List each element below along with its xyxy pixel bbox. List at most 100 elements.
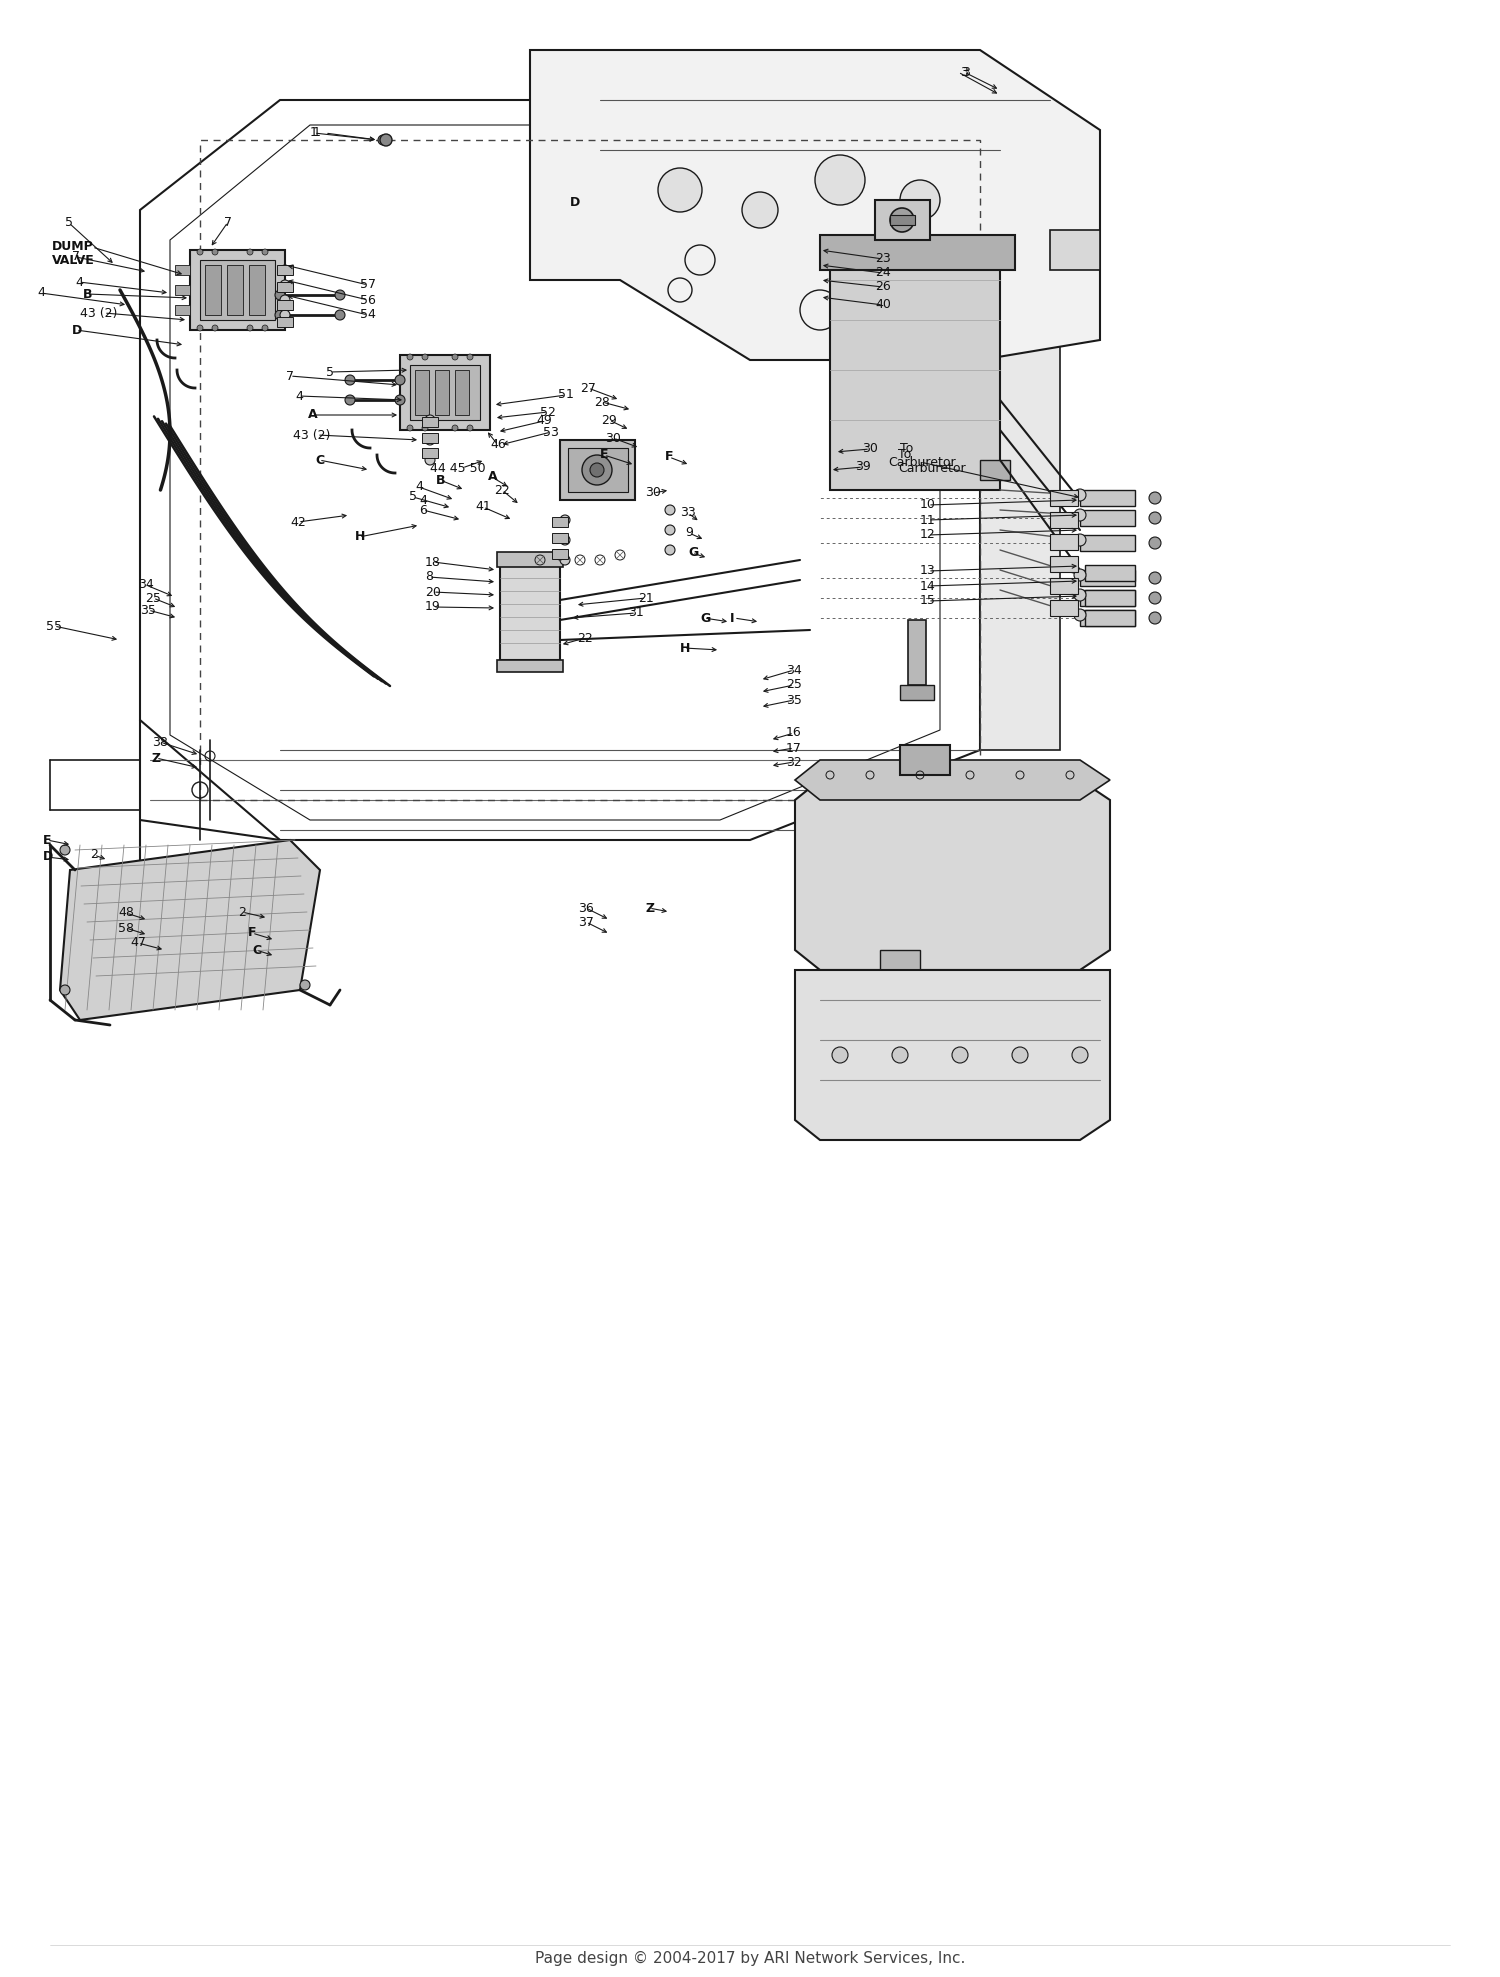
Bar — [1050, 490, 1078, 506]
Polygon shape — [795, 971, 1110, 1141]
Polygon shape — [795, 759, 1110, 801]
Text: G: G — [688, 546, 698, 559]
Circle shape — [582, 455, 612, 484]
Text: 17: 17 — [786, 741, 802, 755]
Text: 34: 34 — [138, 579, 153, 591]
Text: 53: 53 — [543, 425, 560, 439]
Circle shape — [1149, 512, 1161, 524]
Text: 20: 20 — [424, 585, 441, 599]
Circle shape — [815, 154, 866, 206]
Circle shape — [890, 208, 914, 231]
Text: D: D — [570, 196, 580, 208]
Text: 30: 30 — [862, 443, 877, 455]
Text: I: I — [730, 611, 735, 625]
Text: 3: 3 — [960, 65, 968, 79]
Text: 35: 35 — [786, 694, 802, 706]
Text: 7: 7 — [286, 370, 294, 382]
Text: 47: 47 — [130, 937, 146, 949]
Text: 33: 33 — [680, 506, 696, 520]
Circle shape — [394, 395, 405, 405]
Text: To: To — [898, 449, 910, 461]
Text: A: A — [308, 409, 318, 421]
Text: 43 (2): 43 (2) — [292, 429, 330, 441]
Text: 22: 22 — [494, 484, 510, 496]
Circle shape — [452, 354, 458, 360]
Circle shape — [406, 354, 412, 360]
Text: 12: 12 — [920, 528, 936, 542]
Text: H: H — [356, 530, 366, 544]
Circle shape — [1074, 508, 1086, 522]
Text: Carburetor: Carburetor — [888, 455, 956, 469]
Text: 57: 57 — [360, 279, 376, 291]
Bar — [1080, 611, 1136, 627]
Bar — [278, 265, 292, 275]
Circle shape — [248, 324, 254, 330]
Text: 5: 5 — [410, 490, 417, 504]
Bar — [1050, 577, 1078, 593]
Circle shape — [560, 556, 570, 565]
Text: 15: 15 — [920, 595, 936, 607]
Circle shape — [1149, 538, 1161, 550]
Text: 37: 37 — [578, 915, 594, 929]
Text: 29: 29 — [602, 413, 616, 427]
Text: D: D — [72, 324, 82, 336]
Bar — [176, 304, 190, 314]
Circle shape — [378, 134, 388, 144]
Text: 4: 4 — [416, 480, 423, 494]
Circle shape — [850, 261, 910, 320]
Bar — [880, 951, 920, 971]
Circle shape — [280, 310, 290, 320]
Text: 26: 26 — [874, 281, 891, 293]
Circle shape — [280, 295, 290, 304]
Text: 6: 6 — [419, 504, 428, 516]
Bar — [496, 660, 562, 672]
Text: 7: 7 — [224, 215, 232, 229]
Bar — [1080, 490, 1136, 506]
Text: 44 45 50: 44 45 50 — [430, 461, 486, 474]
Text: 25: 25 — [786, 678, 802, 692]
Text: 18: 18 — [424, 556, 441, 569]
Text: 31: 31 — [628, 607, 644, 619]
Bar — [176, 265, 190, 275]
Text: E: E — [44, 834, 51, 846]
Text: E: E — [600, 449, 609, 461]
Circle shape — [406, 425, 412, 431]
Bar — [552, 518, 568, 528]
Text: Page design © 2004-2017 by ARI Network Services, Inc.: Page design © 2004-2017 by ARI Network S… — [536, 1951, 964, 1965]
Bar — [1084, 565, 1136, 581]
Text: 58: 58 — [118, 921, 134, 935]
Circle shape — [742, 192, 778, 227]
Polygon shape — [795, 781, 1110, 971]
Bar — [1084, 611, 1136, 627]
Circle shape — [1074, 488, 1086, 500]
Text: 13: 13 — [920, 565, 936, 577]
Text: 25: 25 — [146, 591, 160, 605]
Circle shape — [664, 546, 675, 556]
Text: 4: 4 — [38, 287, 45, 299]
Text: 11: 11 — [920, 514, 936, 526]
Text: B: B — [436, 474, 445, 486]
Circle shape — [560, 536, 570, 546]
Bar — [1080, 536, 1136, 552]
Text: 35: 35 — [140, 603, 156, 617]
Text: 51: 51 — [558, 389, 574, 401]
Bar — [1084, 589, 1136, 607]
Circle shape — [590, 463, 604, 476]
Text: 34: 34 — [786, 664, 801, 676]
Bar — [552, 550, 568, 559]
Bar — [874, 200, 930, 239]
Text: 38: 38 — [152, 735, 168, 749]
Text: 24: 24 — [874, 267, 891, 279]
Circle shape — [334, 310, 345, 320]
Circle shape — [1149, 613, 1161, 625]
Text: To: To — [900, 441, 914, 455]
Polygon shape — [980, 200, 1060, 749]
Text: D: D — [44, 850, 54, 864]
Bar — [190, 249, 285, 330]
Bar — [496, 552, 562, 567]
Bar — [1050, 512, 1078, 528]
Text: 49: 49 — [536, 415, 552, 427]
Polygon shape — [60, 840, 320, 1020]
Circle shape — [900, 180, 940, 219]
Circle shape — [262, 324, 268, 330]
